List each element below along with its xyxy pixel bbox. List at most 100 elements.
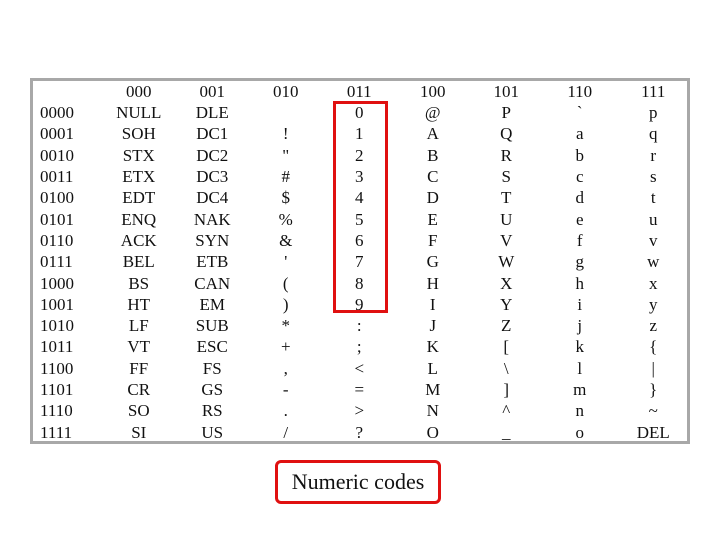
table-cell: N — [426, 401, 439, 421]
table-cell: . — [283, 401, 288, 421]
table-cell: / — [283, 422, 289, 442]
table-cell: A — [426, 124, 439, 144]
table-cell: a — [575, 124, 584, 144]
table-row: 1011 VT ESC +; K [k { — [30, 336, 690, 357]
table-cell: { — [649, 337, 658, 357]
row-header: 1010 — [40, 316, 74, 336]
table-cell: ~ — [648, 401, 658, 421]
table-cell: X — [500, 273, 513, 293]
table-cell: Q — [500, 124, 513, 144]
table-cell: S — [501, 167, 511, 187]
column-header: 111 — [641, 81, 666, 101]
table-cell: SO — [127, 401, 150, 421]
table-cell: O — [426, 422, 439, 442]
table-cell: M — [425, 380, 441, 399]
table-cell: ( — [282, 273, 289, 293]
table-cell: r — [650, 145, 657, 165]
table-cell: w — [647, 252, 660, 272]
table-cell: J — [429, 316, 437, 336]
row-header: 1000 — [40, 273, 74, 293]
table-cell: + — [280, 337, 291, 357]
table-cell: ! — [282, 124, 289, 144]
table-cell: q — [649, 124, 658, 144]
table-cell: m — [573, 380, 587, 399]
table-cell: 7 — [355, 252, 364, 272]
table-cell: z — [649, 316, 658, 336]
table-cell: SUB — [195, 316, 229, 336]
table-cell: NAK — [193, 209, 231, 229]
table-cell: EM — [199, 294, 226, 314]
table-cell: G — [426, 252, 439, 272]
table-cell: U — [500, 209, 513, 229]
row-header: 1101 — [40, 380, 74, 399]
table-cell: FS — [202, 358, 222, 378]
table-cell: D — [426, 188, 439, 208]
table-cell: f — [576, 230, 583, 250]
table-cell: # — [281, 167, 291, 187]
table-cell: RS — [201, 401, 223, 421]
table-cell: 3 — [355, 167, 364, 187]
table-cell: ] — [503, 380, 510, 399]
table-cell: 4 — [355, 188, 364, 208]
table-cell: ; — [356, 337, 362, 357]
table-cell: c — [575, 167, 584, 187]
table-cell: d — [575, 188, 585, 208]
table-cell: > — [354, 401, 365, 421]
row-header: 0001 — [40, 124, 74, 144]
table-cell: = — [354, 380, 365, 399]
table-cell: - — [282, 380, 289, 399]
ascii-code-table: 000 001 010 011 100 101 110 111 0000 NULL… — [30, 80, 690, 443]
row-header: 1100 — [40, 358, 74, 378]
table-cell: e — [575, 209, 584, 229]
table-cell: R — [500, 145, 512, 165]
table-cell: LF — [128, 316, 149, 336]
table-cell: x — [649, 273, 658, 293]
table-cell: ' — [284, 252, 288, 272]
table-cell: } — [649, 380, 658, 399]
table-cell: DC3 — [196, 167, 229, 187]
table-cell: K — [426, 337, 439, 357]
table-cell: BS — [128, 273, 150, 293]
caption-text: Numeric codes — [291, 469, 425, 494]
table-cell: 5 — [355, 209, 364, 229]
table-cell: n — [575, 401, 585, 421]
table-cell: 2 — [355, 145, 364, 165]
table-cell: STX — [122, 145, 155, 165]
table-row: 1101 CR GS - = M] m} — [30, 379, 690, 400]
table-cell: 9 — [355, 294, 364, 314]
table-cell: SI — [131, 422, 147, 442]
table-cell: F — [428, 230, 438, 250]
table-cell: _ — [502, 422, 511, 442]
column-header: 110 — [567, 81, 593, 101]
table-cell: o — [575, 422, 585, 442]
row-header: 0111 — [40, 252, 73, 272]
table-cell: EDT — [122, 188, 156, 208]
table-cell: i — [577, 294, 583, 314]
table-cell: DC2 — [196, 145, 229, 165]
table-cell: V — [500, 230, 513, 250]
table-cell: * — [281, 316, 291, 336]
table-cell: g — [575, 252, 585, 272]
table-cell: ^ — [502, 401, 511, 421]
table-cell: SOH — [121, 124, 156, 144]
table-cell: CAN — [194, 273, 231, 293]
table-cell: DC1 — [196, 124, 229, 144]
table-cell: @ — [424, 103, 441, 123]
table-cell: , — [283, 358, 288, 378]
row-header: 0110 — [40, 230, 74, 250]
table-cell: p — [649, 103, 658, 123]
table-cell: < — [354, 358, 365, 378]
table-cell: | — [651, 358, 655, 378]
column-header-row: 000 001 010 011 100 101 110 111 — [30, 80, 690, 102]
table-cell: : — [356, 316, 362, 336]
table-cell: ETX — [122, 167, 156, 187]
table-cell: P — [501, 103, 511, 123]
